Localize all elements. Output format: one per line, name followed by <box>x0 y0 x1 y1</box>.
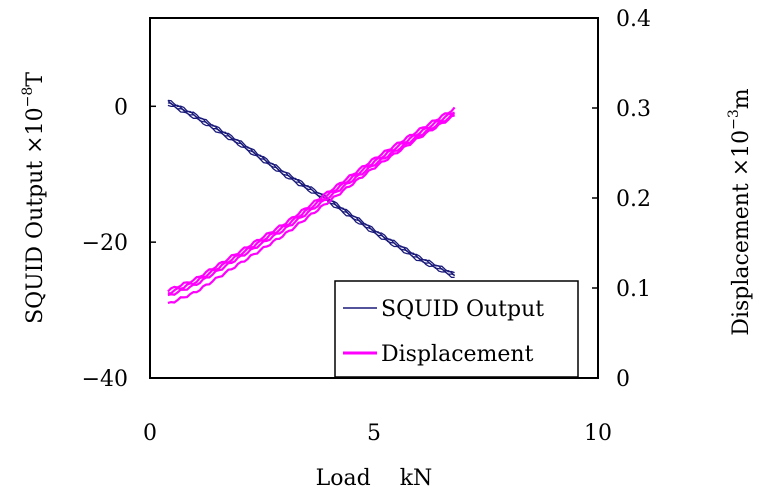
legend: SQUID Output Displacement <box>334 280 579 378</box>
displacement-line <box>167 111 456 295</box>
y-right-label-unit: m <box>729 88 754 109</box>
y-left-tick-label: −20 <box>82 231 128 256</box>
squid-output-line <box>167 104 455 279</box>
x-axis-label: Load kN <box>316 466 433 491</box>
x-tick-label: 0 <box>143 421 157 446</box>
y-left-label-exponent: −8 <box>20 87 36 108</box>
y-right-axis-label: Displacement ×10−3m <box>726 88 754 336</box>
displacement-line <box>167 106 456 293</box>
y-left-tick-label: 0 <box>114 95 128 120</box>
y-left-axis-label: SQUID Output ×10−8T <box>20 72 48 324</box>
plot-area <box>167 99 456 304</box>
y-right-tick-label: 0 <box>616 367 630 392</box>
y-left-tick-label: −40 <box>82 367 128 392</box>
y-right-label-exponent: −3 <box>726 109 742 130</box>
x-tick-label: 10 <box>584 421 612 446</box>
displacement-line <box>167 114 455 304</box>
plot-frame <box>149 17 599 379</box>
y-left-label-text: SQUID Output ×10 <box>23 107 48 324</box>
y-right-tick-label: 0.1 <box>616 277 651 302</box>
y-right-tick-label: 0.3 <box>616 97 651 122</box>
squid-output-line <box>167 99 455 274</box>
x-tick-label: 5 <box>367 421 381 446</box>
y-right-tick-label: 0.2 <box>616 187 651 212</box>
y-right-label-text: Displacement ×10 <box>729 130 754 336</box>
legend-label: Displacement <box>381 342 534 367</box>
tick-labels: 0 5 10 0 −20 −40 0.4 0.3 0.2 0.1 0 <box>82 7 651 446</box>
y-left-label-unit: T <box>23 72 48 87</box>
legend-label: SQUID Output <box>381 297 544 322</box>
y-right-tick-label: 0.4 <box>616 7 651 32</box>
legend-box <box>334 280 579 378</box>
